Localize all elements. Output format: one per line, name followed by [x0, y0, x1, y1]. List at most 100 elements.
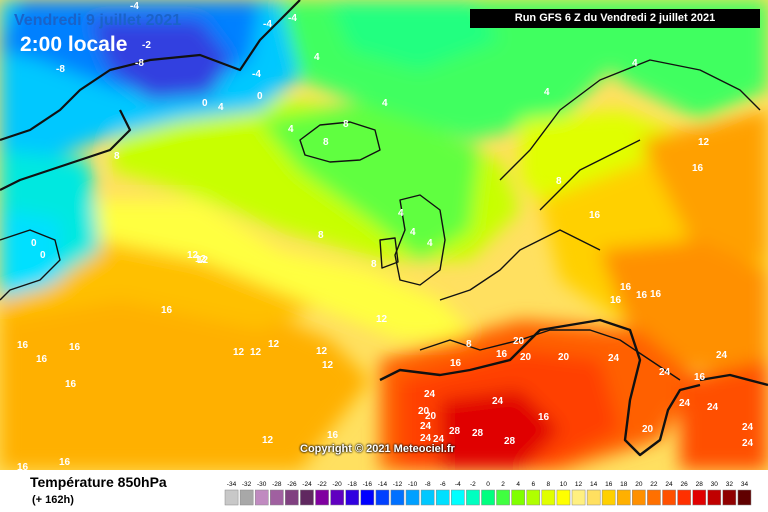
contour-label: 24: [424, 389, 436, 400]
legend-tick-label: 12: [575, 481, 583, 488]
contour-label: 16: [620, 282, 632, 293]
run-info-banner: Run GFS 6 Z du Vendredi 2 juillet 2021: [470, 9, 760, 28]
legend-tick-label: 18: [620, 481, 628, 488]
legend-tick-label: 4: [516, 481, 520, 488]
contour-label: 20: [520, 352, 532, 363]
legend-swatch: [239, 489, 254, 506]
contour-label: 12: [316, 346, 328, 357]
contour-label: 24: [742, 422, 754, 433]
legend-swatch: [375, 489, 390, 506]
contour-label: 8: [114, 151, 120, 162]
legend-tick-label: 32: [726, 481, 734, 488]
legend-tick-label: -20: [332, 481, 342, 488]
contour-label: 20: [642, 424, 654, 435]
contour-label: 4: [410, 227, 416, 238]
legend-tick-label: -12: [393, 481, 403, 488]
contour-label: 24: [742, 438, 754, 449]
valid-time: 2:00 locale: [20, 33, 128, 56]
contour-label: 20: [513, 336, 525, 347]
contour-label: 24: [420, 433, 432, 444]
legend-tick-label: -28: [272, 481, 282, 488]
legend-swatch: [270, 489, 284, 506]
legend-tick-label: 8: [546, 481, 550, 488]
british-isles-coast: [394, 194, 446, 286]
mediterranean-boundary: [379, 318, 701, 457]
legend-tick-label: -6: [440, 481, 446, 488]
legend-swatch: [647, 489, 661, 506]
legend-swatch: [722, 489, 737, 506]
contour-label: 12: [262, 435, 274, 446]
contour-label: 20: [418, 406, 430, 417]
legend-swatch: [224, 489, 239, 506]
contour-label: 12: [195, 254, 207, 265]
contour-label: 24: [433, 434, 445, 445]
legend-tick-label: -24: [302, 481, 312, 488]
legend-tick-label: -10: [408, 481, 418, 488]
contour-label: 4: [398, 208, 404, 219]
legend-swatch: [571, 489, 586, 506]
legend-tick-label: -32: [242, 481, 252, 488]
contour-label: -4: [288, 13, 297, 24]
contour-label: 0: [31, 238, 37, 249]
contour-label: 16: [538, 412, 550, 423]
contour-label: -8: [135, 58, 144, 69]
legend-tick-label: -2: [470, 481, 476, 488]
legend-swatch: [360, 489, 375, 506]
contour-label: -8: [56, 64, 65, 75]
legend-swatch: [330, 489, 344, 506]
contour-label: 8: [466, 339, 472, 350]
legend-swatch: [451, 489, 465, 506]
legend-tick-label: -30: [257, 481, 267, 488]
legend-swatch: [511, 489, 525, 506]
contour-label: 16: [17, 462, 29, 470]
lead-time: (+ 162h): [32, 494, 74, 506]
contour-label: 12: [268, 339, 280, 350]
contour-label: 8: [371, 259, 377, 270]
color-scale-legend: -34 -32 -30 -28 -26 -24 -22 -20 -18 -16 -14 -12 -10-…: [224, 481, 752, 506]
contour-label: 20: [558, 352, 570, 363]
contour-label: 28: [449, 426, 461, 437]
legend-tick-label: 2: [501, 481, 505, 488]
contour-label: 4: [382, 98, 388, 109]
legend-swatch: [345, 489, 360, 506]
legend-swatch: [315, 489, 329, 506]
legend-tick-label: -26: [287, 481, 297, 488]
legend-tick-label: 22: [650, 481, 658, 488]
temperature-map: -4 -4 -4 -2 -8 -8 -4 0 4 0 4 4 4 4 4 8 8…: [0, 0, 768, 470]
legend-swatch: [285, 489, 299, 506]
contour-label: 4: [632, 58, 638, 69]
legend-swatch: [496, 489, 510, 506]
contour-label: 16: [450, 358, 462, 369]
coastlines: [0, 0, 768, 457]
europe-coast: [439, 229, 601, 301]
legend-tick-label: 24: [665, 481, 673, 488]
copyright-text: Copyright © 2021 Meteociel.fr: [300, 443, 455, 455]
contour-label: 16: [327, 430, 339, 441]
legend-tick-label: 34: [741, 481, 749, 488]
contour-label: 24: [707, 402, 719, 413]
legend-swatch: [420, 489, 435, 506]
legend-tick-label: 26: [680, 481, 688, 488]
contour-label: 8: [556, 176, 562, 187]
iceland-coast: [299, 121, 381, 163]
contour-label: 4: [314, 52, 320, 63]
contour-label: 12: [322, 360, 334, 371]
contour-label: 24: [492, 396, 504, 407]
legend-swatch: [390, 489, 405, 506]
contour-label: 24: [716, 350, 728, 361]
contour-label: 16: [694, 372, 706, 383]
contour-label: -4: [252, 69, 261, 80]
contour-label: 12: [250, 347, 262, 358]
temperature-field: [0, 0, 768, 470]
contour-label: 4: [288, 124, 294, 135]
contour-label: 8: [323, 137, 329, 148]
legend-swatch: [677, 489, 691, 506]
legend-tick-label: -16: [363, 481, 373, 488]
variable-name: Température 850hPa: [30, 474, 167, 490]
legend-tick-label: -18: [347, 481, 357, 488]
legend-tick-label: 20: [635, 481, 643, 488]
legend-swatch: [692, 489, 707, 506]
legend-swatch: [466, 489, 480, 506]
legend-tick-label: -4: [455, 481, 461, 488]
